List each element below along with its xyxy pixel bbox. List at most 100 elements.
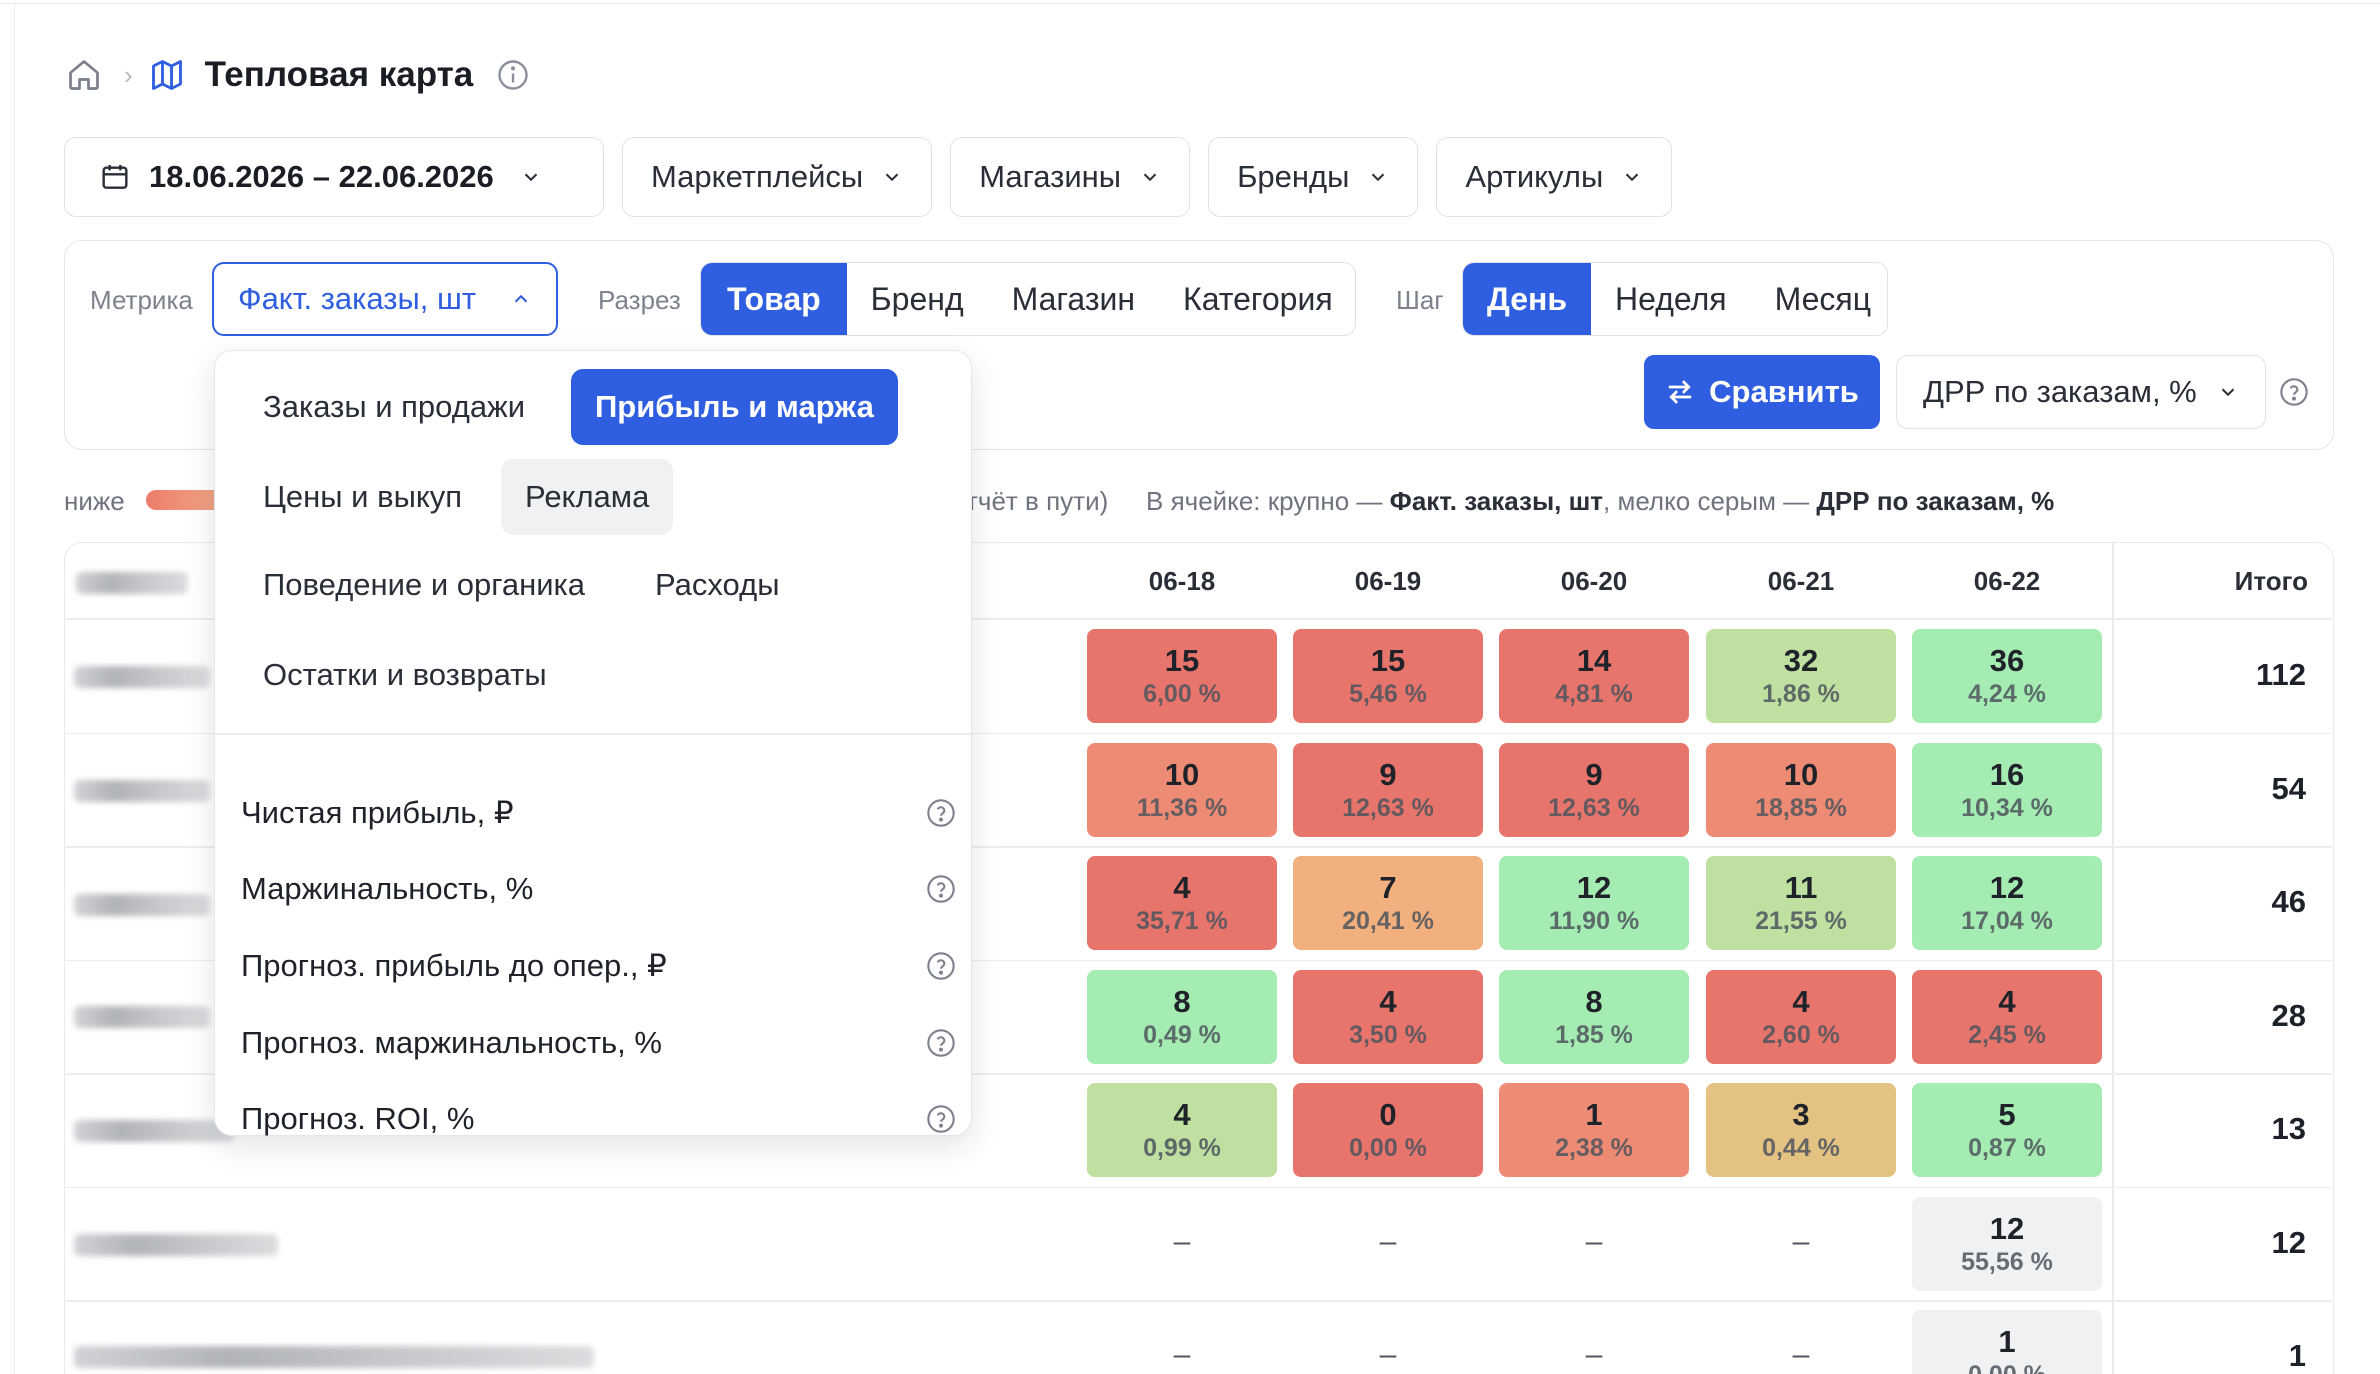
cell-value: 1 bbox=[1998, 1324, 2016, 1359]
heatmap-cell[interactable]: 4 35,71 % bbox=[1087, 856, 1277, 950]
cell-value: 3 bbox=[1792, 1097, 1810, 1132]
heatmap-cell[interactable]: 1 2,38 % bbox=[1499, 1083, 1689, 1177]
heatmap-cell[interactable]: 11 21,55 % bbox=[1706, 856, 1896, 950]
date-range-picker[interactable]: 18.06.2026 – 22.06.2026 bbox=[64, 137, 604, 217]
cell-secondary-value: 2,60 % bbox=[1762, 1020, 1840, 1049]
cell-value: 9 bbox=[1585, 756, 1603, 792]
help-icon[interactable] bbox=[925, 1103, 957, 1135]
row-total: 46 bbox=[2271, 884, 2306, 919]
cell-secondary-value: 0,87 % bbox=[1968, 1134, 2046, 1162]
cell-secondary-value: 20,41 % bbox=[1342, 907, 1434, 935]
blurred-product-name bbox=[74, 780, 210, 802]
cell-value: 1 bbox=[1585, 1097, 1603, 1132]
cell-secondary-value: 10,34 % bbox=[1961, 793, 2053, 822]
row-divider bbox=[66, 1300, 2332, 1302]
group-ads[interactable]: Реклама bbox=[501, 459, 674, 535]
heatmap-cell[interactable]: 15 6,00 % bbox=[1087, 629, 1277, 723]
heatmap-cell[interactable]: 9 12,63 % bbox=[1293, 742, 1483, 837]
step-option-day[interactable]: День bbox=[1463, 263, 1591, 335]
group-behavior-organic[interactable]: Поведение и органика bbox=[263, 567, 586, 602]
heatmap-cell[interactable]: 12 17,04 % bbox=[1912, 856, 2102, 950]
heatmap-cell[interactable]: 8 0,49 % bbox=[1087, 969, 1277, 1064]
cell-value: 0 bbox=[1379, 1097, 1397, 1132]
heatmap-cell[interactable]: 4 3,50 % bbox=[1293, 969, 1483, 1064]
top-border bbox=[0, 0, 2380, 4]
home-icon[interactable] bbox=[64, 55, 104, 95]
compare-metric-select[interactable]: ДРР по заказам, % bbox=[1896, 355, 2266, 429]
slice-option-product[interactable]: Товар bbox=[701, 263, 847, 335]
heatmap-cell[interactable]: 36 4,24 % bbox=[1912, 629, 2102, 723]
metric-option-forecast-roi[interactable]: Прогноз. ROI, % bbox=[241, 1089, 957, 1149]
row-total: 54 bbox=[2271, 770, 2306, 806]
help-icon[interactable] bbox=[925, 950, 957, 982]
marketplaces-filter[interactable]: Маркетплейсы bbox=[622, 137, 933, 217]
heatmap-cell[interactable]: 12 55,56 % bbox=[1912, 1196, 2102, 1291]
group-stock-returns[interactable]: Остатки и возвраты bbox=[263, 657, 547, 692]
row-total: 28 bbox=[2271, 997, 2306, 1033]
group-prices-buyout[interactable]: Цены и выкуп bbox=[263, 479, 463, 514]
heatmap-cell[interactable]: 5 0,87 % bbox=[1912, 1083, 2102, 1177]
chevron-down-icon bbox=[885, 173, 899, 182]
step-option-month[interactable]: Месяц bbox=[1774, 280, 1872, 317]
group-profit-margin[interactable]: Прибыль и маржа bbox=[571, 369, 898, 445]
heatmap-cell[interactable]: 12 11,90 % bbox=[1499, 856, 1689, 950]
heatmap-cell[interactable]: 8 1,85 % bbox=[1499, 969, 1689, 1064]
brands-filter[interactable]: Бренды bbox=[1208, 137, 1419, 217]
metric-select[interactable]: Факт. заказы, шт bbox=[212, 262, 558, 336]
heatmap-cell[interactable]: 4 0,99 % bbox=[1087, 1083, 1277, 1177]
left-border bbox=[14, 0, 15, 1374]
heatmap-cell[interactable]: 4 2,60 % bbox=[1706, 969, 1896, 1064]
heatmap-cell[interactable]: 15 5,46 % bbox=[1293, 629, 1483, 723]
metric-option-label: Прогноз. ROI, % bbox=[241, 1101, 475, 1136]
marketplaces-label: Маркетплейсы bbox=[651, 159, 864, 194]
heatmap-cell[interactable]: 4 2,45 % bbox=[1912, 969, 2102, 1064]
compare-button[interactable]: Сравнить bbox=[1644, 355, 1880, 429]
metric-option-margin[interactable]: Маржинальность, % bbox=[241, 859, 957, 919]
group-orders-sales[interactable]: Заказы и продажи bbox=[263, 389, 526, 424]
brands-label: Бренды bbox=[1237, 159, 1350, 194]
metric-option-forecast-margin[interactable]: Прогноз. маржинальность, % bbox=[241, 1013, 957, 1073]
cell-value: 12 bbox=[1576, 870, 1612, 905]
compare-metric-value: ДРР по заказам, % bbox=[1923, 374, 2197, 409]
articles-filter[interactable]: Артикулы bbox=[1436, 137, 1673, 217]
heatmap-cell[interactable]: 3 0,44 % bbox=[1706, 1083, 1896, 1177]
heatmap-cell[interactable]: 7 20,41 % bbox=[1293, 856, 1483, 950]
cell-value: 11 bbox=[1784, 870, 1818, 905]
heatmap-cell[interactable]: 10 11,36 % bbox=[1087, 742, 1277, 837]
chevron-down-icon bbox=[524, 173, 537, 182]
heatmap-cell[interactable]: 0 0,00 % bbox=[1293, 1083, 1483, 1177]
step-option-week[interactable]: Неделя bbox=[1614, 280, 1727, 317]
heatmap-cell[interactable]: 10 18,85 % bbox=[1706, 742, 1896, 837]
group-expenses[interactable]: Расходы bbox=[655, 567, 780, 602]
help-icon[interactable] bbox=[925, 797, 957, 829]
slice-option-store[interactable]: Магазин bbox=[1011, 280, 1136, 317]
chevron-up-icon bbox=[514, 294, 528, 303]
help-icon[interactable] bbox=[2278, 376, 2310, 408]
slice-option-brand[interactable]: Бренд bbox=[870, 280, 964, 317]
cell-secondary-value: 17,04 % bbox=[1961, 907, 2053, 935]
metric-option-label: Маржинальность, % bbox=[241, 871, 534, 906]
blurred-product-name bbox=[74, 1234, 278, 1256]
heatmap-cell[interactable]: 32 1,86 % bbox=[1706, 629, 1896, 723]
metric-option-net-profit[interactable]: Чистая прибыль, ₽ bbox=[241, 783, 957, 843]
empty-cell: – bbox=[1792, 1338, 1810, 1371]
cell-value: 32 bbox=[1783, 643, 1819, 678]
compare-label: Сравнить bbox=[1709, 374, 1859, 409]
heatmap-cell[interactable]: 10,00 % bbox=[1912, 1310, 2102, 1374]
cell-value: 8 bbox=[1173, 983, 1191, 1019]
heatmap-cell[interactable]: 16 10,34 % bbox=[1912, 742, 2102, 837]
slice-option-category[interactable]: Категория bbox=[1183, 280, 1333, 317]
metric-option-label: Прогноз. маржинальность, % bbox=[241, 1025, 662, 1060]
metric-option-forecast-profit[interactable]: Прогноз. прибыль до опер., ₽ bbox=[241, 936, 957, 996]
help-icon[interactable] bbox=[925, 873, 957, 905]
empty-cell: – bbox=[1173, 1224, 1191, 1258]
heatmap-cell[interactable]: 9 12,63 % bbox=[1499, 742, 1689, 837]
help-icon[interactable] bbox=[925, 1027, 957, 1059]
cell-value: 4 bbox=[1998, 983, 2016, 1019]
empty-cell: – bbox=[1792, 1224, 1810, 1258]
heatmap-cell[interactable]: 14 4,81 % bbox=[1499, 629, 1689, 723]
info-icon[interactable] bbox=[495, 57, 531, 93]
cell-value: 10 bbox=[1164, 756, 1200, 792]
cell-value: 9 bbox=[1379, 756, 1397, 792]
stores-filter[interactable]: Магазины bbox=[950, 137, 1191, 217]
